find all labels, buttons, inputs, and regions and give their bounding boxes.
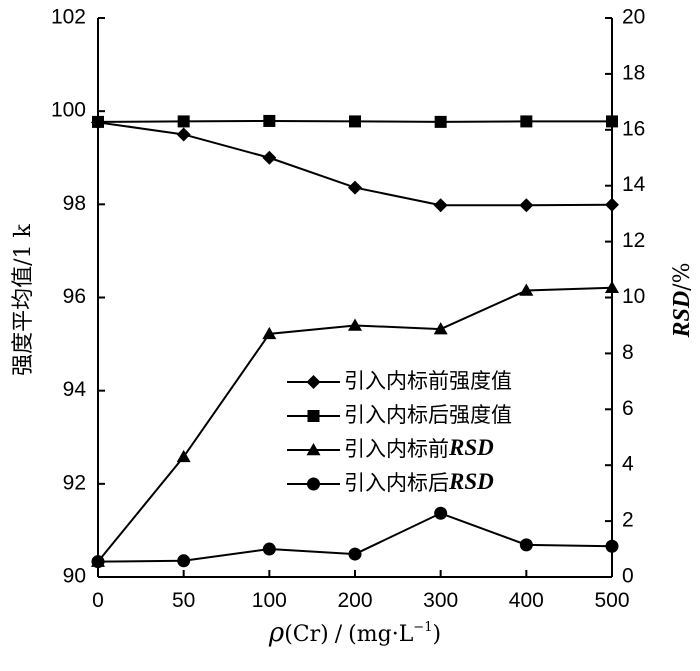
right-tick-label: 18 [622,61,645,84]
right-tick-label: 0 [622,565,634,588]
x-tick-label: 200 [337,589,372,612]
square-marker [263,114,276,127]
triangle-marker [306,443,321,456]
x-tick-label: 500 [594,589,629,612]
legend-label-main: 引入内标前 [344,437,449,461]
left-tick-label: 96 [63,285,86,308]
legend-label-main: 引入内标后 [344,471,449,495]
x-axis-label-unit-close: ) [432,622,441,647]
square-marker [606,115,618,128]
right-axis-ticks: 0 2 4 6 8 10 12 14 16 18 20 [605,6,646,588]
x-axis-label-rho: ρ [268,618,285,648]
triangle-marker [262,326,277,340]
legend-label-main: 引入内标前强度值 [344,369,512,393]
y-axis-label-right-unit: /% [670,262,695,290]
x-axis-label-unit-sup: −1 [413,620,432,635]
x-axis-label-sep: / [335,622,343,647]
right-tick-label: 16 [622,117,645,140]
left-tick-label: 98 [63,192,86,215]
triangle-marker [348,318,362,331]
left-axis-ticks: 90 92 94 96 98 100 102 [51,6,105,588]
legend-label-main: 引入内标后强度值 [344,403,512,427]
legend-item: 引入内标前强度值 [287,369,512,393]
legend-label-em: RSD [448,435,494,460]
square-marker [520,115,533,128]
right-tick-label: 2 [622,509,634,532]
right-tick-label: 20 [622,6,645,29]
square-marker [434,115,447,128]
x-axis-label-unit-dot: · [392,622,399,647]
left-tick-label: 92 [63,471,86,494]
square-marker [349,115,361,128]
legend-item: 引入内标前RSD [287,435,494,461]
y-axis-label-right-main: RSD [669,291,695,339]
diamond-marker [262,150,277,165]
x-axis-label-paren: (Cr) [284,622,329,647]
legend-item: 引入内标后RSD [287,469,494,495]
legend-label: 引入内标前强度值 [344,369,512,393]
y-axis-label-right: RSD/% [669,262,696,338]
right-tick-label: 10 [622,285,645,308]
diamond-marker [176,127,191,142]
circle-marker [91,555,105,569]
x-tick-label: 400 [509,589,544,612]
triangle-marker [519,283,534,296]
circle-marker [519,538,533,552]
left-tick-label: 90 [63,565,86,588]
square-marker [307,410,320,422]
square-marker [92,115,104,128]
right-tick-label: 4 [622,453,634,476]
diamond-marker [433,198,448,213]
x-tick-label: 0 [92,589,104,612]
y-axis-label-left: 强度平均值/1 k [11,223,36,375]
right-tick-label: 8 [622,341,634,364]
x-axis-label-unit-open: (mg [348,622,392,647]
left-tick-label: 100 [51,99,86,122]
legend-item: 引入内标后强度值 [287,403,512,427]
circle-marker [177,554,191,568]
right-tick-label: 12 [622,229,645,252]
left-tick-label: 102 [51,6,86,29]
diamond-marker [348,180,362,195]
circle-marker [307,477,320,491]
left-tick-label: 94 [63,378,87,401]
series-markers [91,114,619,569]
circle-marker [262,542,276,556]
circle-marker [605,539,619,553]
x-axis-label: ρ(Cr) / (mg·L−1) [268,618,441,648]
x-tick-label: 50 [172,589,195,612]
legend-label: 引入内标前RSD [344,435,494,461]
legend-label-em: RSD [448,469,494,494]
circle-marker [348,547,362,561]
square-marker [177,115,190,128]
triangle-marker [176,449,191,463]
diamond-marker [306,375,321,389]
x-tick-label: 100 [252,589,287,612]
x-tick-label: 300 [423,589,458,612]
right-tick-label: 6 [622,397,634,420]
x-axis-label-unit-L: L [399,622,414,647]
triangle-marker [605,280,619,293]
right-tick-label: 14 [622,173,646,196]
x-axis-ticks: 0 50 100 200 300 400 500 [92,570,630,612]
diamond-marker [605,197,619,212]
legend-label: 引入内标后强度值 [344,403,512,427]
diamond-marker [519,198,534,213]
legend-label: 引入内标后RSD [344,469,494,495]
circle-marker [434,506,448,520]
triangle-marker [433,322,448,335]
